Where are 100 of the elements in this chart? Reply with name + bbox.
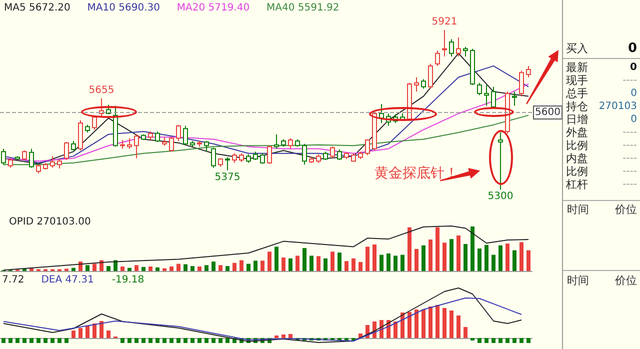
bar (282, 334, 286, 338)
text: ---- (622, 74, 637, 86)
candlestick (323, 151, 328, 161)
bar (296, 256, 300, 271)
text: ---- (622, 126, 637, 138)
bar (218, 265, 222, 271)
bar (22, 338, 26, 343)
bar (254, 260, 258, 271)
text: 价位 (615, 273, 637, 288)
candlestick (134, 134, 139, 159)
candlestick (197, 140, 202, 148)
candlestick (372, 110, 377, 152)
bar (492, 254, 496, 271)
text: MA40 5591.92 (266, 2, 340, 14)
bar (274, 246, 278, 271)
bar (134, 338, 138, 343)
candlestick (288, 138, 293, 150)
bar (456, 235, 460, 271)
candlestick (99, 98, 104, 117)
candlestick (148, 131, 153, 140)
bar (282, 258, 286, 271)
candlestick (491, 86, 496, 110)
bar (176, 338, 180, 343)
bar (162, 268, 166, 271)
candlestick (449, 38, 454, 57)
bar (184, 338, 188, 343)
bar (526, 250, 530, 271)
bar (72, 268, 76, 271)
category-label: 持仓 (566, 98, 588, 114)
bar (226, 266, 230, 271)
candlestick (78, 120, 83, 152)
candlestick (127, 138, 132, 150)
bar (120, 338, 124, 343)
candlestick (15, 156, 20, 161)
candlestick (351, 152, 356, 162)
category-label: 外盘 (566, 124, 588, 140)
text: 270103 (598, 100, 637, 112)
bar (450, 310, 454, 338)
bar (422, 310, 426, 338)
bar (190, 266, 194, 271)
bar (92, 264, 96, 271)
bar (142, 266, 146, 271)
bar (456, 316, 460, 338)
bar (288, 258, 292, 271)
bar (86, 326, 90, 338)
candlestick (92, 114, 97, 130)
bar (162, 338, 166, 343)
candlestick (267, 145, 272, 164)
text: -19.18 (112, 274, 144, 286)
candlestick (246, 154, 251, 164)
bar (484, 244, 488, 271)
bar (156, 267, 160, 271)
candlestick (428, 63, 433, 90)
bar (64, 338, 68, 343)
candlestick (64, 142, 69, 161)
text: 时间 (567, 273, 589, 288)
bar (268, 252, 272, 271)
bar (394, 256, 398, 271)
text: DEA 47.31 (41, 274, 94, 286)
candlestick (463, 46, 468, 57)
text: ---- (622, 166, 637, 176)
bar (352, 258, 356, 271)
bar (316, 256, 320, 271)
bar (204, 338, 208, 343)
text: 7.72 (2, 274, 24, 286)
category-label: 杠杆 (566, 176, 588, 192)
bar (324, 258, 328, 271)
bar (100, 260, 104, 271)
bar (408, 312, 412, 338)
bar (338, 252, 342, 271)
bar (442, 242, 446, 271)
bar (218, 338, 222, 343)
text: 0 (630, 62, 637, 72)
bar (128, 338, 132, 343)
category-label: 总手 (566, 86, 588, 100)
bar (358, 262, 362, 271)
text: ---- (622, 140, 637, 150)
bar (16, 338, 20, 343)
bar (2, 338, 6, 343)
candlestick (260, 152, 265, 164)
candlestick (120, 139, 125, 150)
bar (464, 327, 468, 338)
annotation: 5375 (214, 172, 240, 183)
bar (450, 239, 454, 271)
chart-title: OPID 270103.00 (9, 216, 91, 228)
candlestick (57, 158, 62, 170)
bar (366, 246, 370, 271)
bar (78, 328, 82, 338)
candlestick (484, 84, 489, 106)
bar (36, 338, 40, 343)
candlestick (337, 149, 342, 161)
bar (106, 266, 110, 271)
candlestick (232, 152, 237, 164)
bar (30, 338, 34, 343)
candlestick (379, 104, 384, 124)
candlestick (414, 76, 419, 92)
bar (50, 338, 54, 343)
bar (246, 264, 250, 271)
bar (330, 252, 334, 271)
category-label: 现手 (566, 72, 588, 88)
